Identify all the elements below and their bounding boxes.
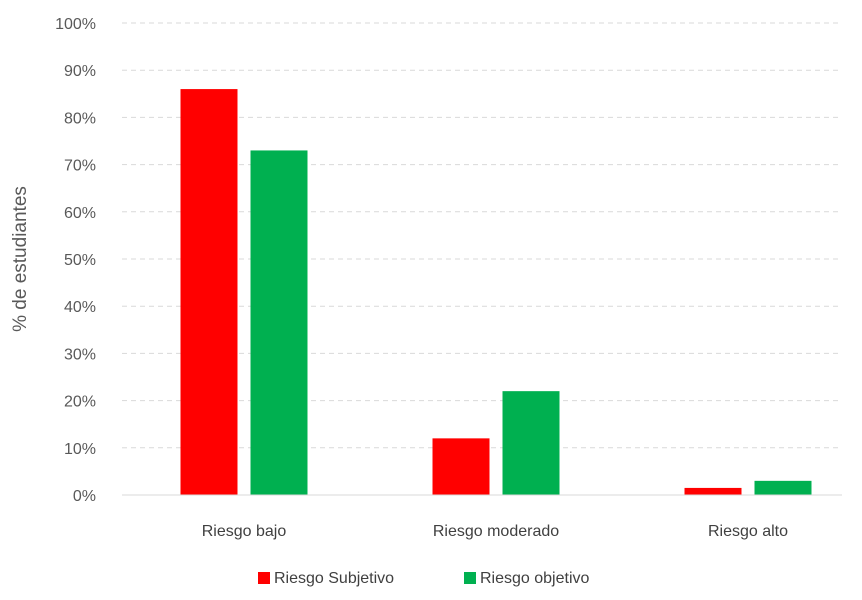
y-tick-label: 90% <box>64 63 96 80</box>
legend-label: Riesgo objetivo <box>480 570 590 587</box>
x-tick-label: Riesgo bajo <box>202 523 287 540</box>
y-tick-label: 0% <box>73 488 96 505</box>
x-tick-label: Riesgo moderado <box>433 523 559 540</box>
y-tick-label: 20% <box>64 394 96 411</box>
y-axis-ticks: 0% 10% 20% 30% 40% 50% 60% 70% 80% 90% 100% <box>55 16 96 505</box>
y-tick-label: 70% <box>64 158 96 175</box>
legend-label: Riesgo Subjetivo <box>274 570 394 587</box>
x-tick-label: Riesgo alto <box>708 523 788 540</box>
bar <box>684 487 742 495</box>
y-tick-label: 30% <box>64 346 96 363</box>
y-tick-label: 10% <box>64 441 96 458</box>
bar <box>432 438 490 495</box>
gridlines <box>122 22 842 449</box>
y-axis-title: % de estudiantes <box>10 186 31 332</box>
bar <box>180 89 238 495</box>
y-tick-label: 100% <box>55 16 96 33</box>
x-axis-ticks: Riesgo bajo Riesgo moderado Riesgo alto <box>202 523 788 540</box>
y-tick-label: 80% <box>64 110 96 127</box>
bar <box>754 480 812 495</box>
bars <box>180 89 812 495</box>
y-tick-label: 40% <box>64 299 96 316</box>
legend-swatch <box>464 572 476 584</box>
legend: Riesgo Subjetivo Riesgo objetivo <box>258 570 590 587</box>
bar <box>250 150 308 495</box>
y-tick-label: 60% <box>64 205 96 222</box>
y-tick-label: 50% <box>64 252 96 269</box>
bar <box>502 391 560 495</box>
legend-swatch <box>258 572 270 584</box>
